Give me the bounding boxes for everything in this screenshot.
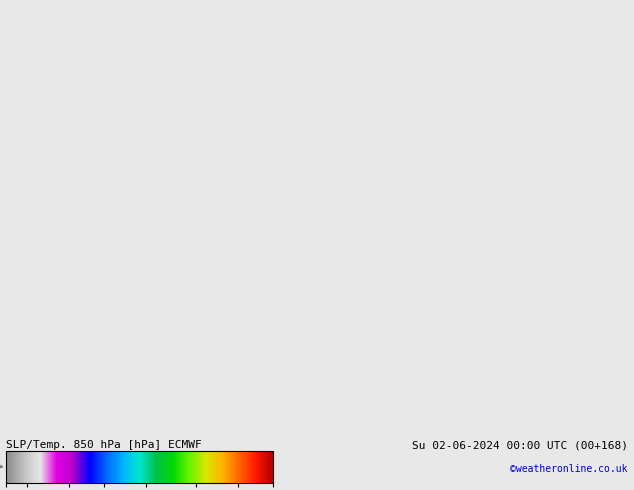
Text: Su 02-06-2024 00:00 UTC (00+168): Su 02-06-2024 00:00 UTC (00+168) <box>411 440 628 450</box>
Text: SLP/Temp. 850 hPa [hPa] ECMWF: SLP/Temp. 850 hPa [hPa] ECMWF <box>6 440 202 450</box>
Text: ©weatheronline.co.uk: ©weatheronline.co.uk <box>510 464 628 473</box>
